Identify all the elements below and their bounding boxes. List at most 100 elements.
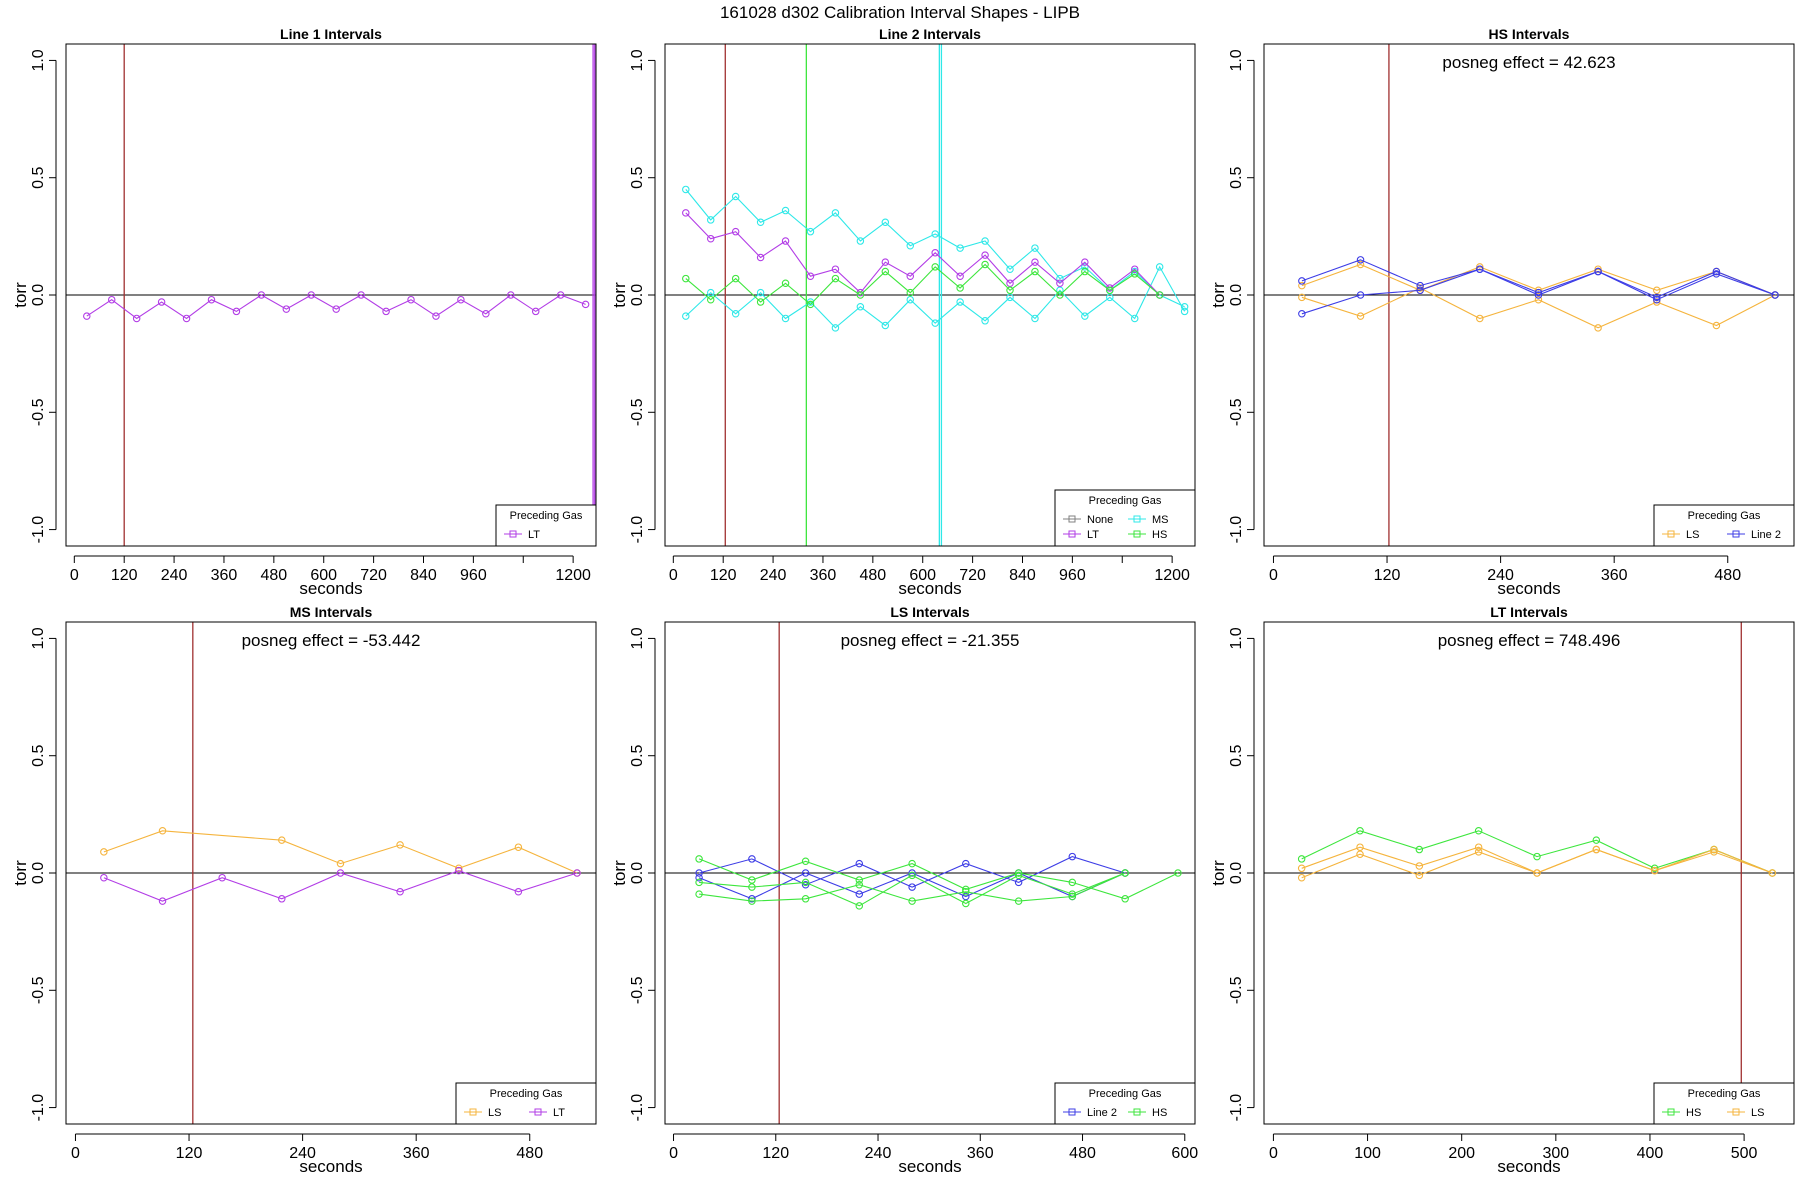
data-point bbox=[100, 873, 108, 882]
x-axis-label: seconds bbox=[299, 579, 362, 598]
legend-swatch-marker bbox=[509, 530, 517, 538]
y-axis-label: torr bbox=[11, 282, 30, 308]
data-point bbox=[573, 869, 581, 877]
x-axis-label: seconds bbox=[898, 579, 961, 598]
x-tick-label: 240 bbox=[865, 1145, 892, 1162]
y-axis-label: torr bbox=[610, 860, 629, 886]
legend-title: Preceding Gas bbox=[1089, 495, 1162, 507]
data-point bbox=[1653, 293, 1661, 302]
legend: Preceding Gas None MS LT HS bbox=[1054, 489, 1196, 547]
data-point bbox=[432, 312, 440, 320]
data-point bbox=[956, 272, 964, 280]
legend-swatch-marker bbox=[1133, 530, 1141, 538]
data-point bbox=[981, 237, 989, 245]
data-point bbox=[1180, 307, 1189, 316]
series-line-line-2 bbox=[698, 872, 1126, 900]
data-point bbox=[781, 314, 790, 323]
data-point bbox=[1356, 843, 1364, 851]
legend-entry-lt: LT bbox=[1087, 529, 1099, 541]
data-point bbox=[1298, 281, 1306, 290]
legend-entry-ms: MS bbox=[1152, 514, 1169, 526]
y-tick-label: 0.0 bbox=[629, 284, 646, 306]
plot-area bbox=[665, 44, 1195, 546]
plot-area bbox=[1264, 44, 1794, 546]
data-point bbox=[881, 321, 890, 330]
data-point bbox=[1712, 270, 1721, 278]
x-tick-label: 120 bbox=[176, 1145, 203, 1162]
data-point bbox=[278, 836, 286, 844]
data-point bbox=[1056, 291, 1064, 299]
y-tick-label: 0.0 bbox=[30, 284, 47, 306]
data-point bbox=[158, 897, 167, 905]
legend-swatch-marker bbox=[1133, 515, 1141, 523]
y-tick-label: -1.0 bbox=[1228, 1094, 1245, 1122]
y-tick-label: -0.5 bbox=[30, 398, 47, 426]
data-point bbox=[682, 274, 690, 283]
x-axis-label: seconds bbox=[1497, 579, 1560, 598]
data-point bbox=[1356, 256, 1365, 264]
data-point bbox=[1592, 845, 1601, 854]
panel-1: Line 1 Intervals 0 120 240 360 480 600 720 840 96… bbox=[11, 26, 597, 598]
x-tick-label: 360 bbox=[1601, 567, 1628, 584]
y-axis-label: torr bbox=[1209, 282, 1228, 308]
data-point bbox=[1650, 866, 1659, 875]
posneg-annotation: posneg effect = -21.355 bbox=[841, 631, 1020, 650]
data-point bbox=[1594, 267, 1602, 276]
data-point bbox=[218, 873, 226, 882]
data-point bbox=[731, 274, 740, 283]
data-point bbox=[1068, 852, 1077, 861]
data-point bbox=[856, 291, 865, 299]
plot-area bbox=[66, 44, 596, 546]
data-point bbox=[831, 209, 840, 217]
legend-box bbox=[1653, 504, 1795, 547]
data-point bbox=[1014, 871, 1023, 880]
data-point bbox=[1130, 265, 1139, 273]
x-tick-label: 240 bbox=[1487, 567, 1514, 584]
data-point bbox=[855, 859, 864, 868]
data-point bbox=[931, 249, 939, 257]
legend-swatch-marker bbox=[1667, 530, 1675, 538]
data-point bbox=[1415, 845, 1424, 854]
data-point bbox=[756, 298, 765, 306]
y-tick-label: 1.0 bbox=[1228, 49, 1245, 71]
legend-swatch-marker bbox=[1732, 530, 1740, 538]
data-point bbox=[906, 241, 915, 250]
x-tick-label: 840 bbox=[1009, 567, 1036, 584]
data-point bbox=[1106, 293, 1114, 302]
x-tick-label: 120 bbox=[762, 1145, 789, 1162]
data-point bbox=[1594, 324, 1602, 332]
data-point bbox=[981, 260, 989, 269]
series-line-line-2 bbox=[1301, 259, 1776, 298]
y-tick-label: 1.0 bbox=[30, 627, 47, 649]
plot-frame bbox=[1263, 621, 1795, 1125]
data-point bbox=[855, 876, 864, 884]
legend: Preceding Gas LS LT bbox=[455, 1082, 597, 1125]
data-point bbox=[1712, 321, 1721, 330]
legend-title: Preceding Gas bbox=[1688, 510, 1761, 522]
data-point bbox=[801, 880, 810, 889]
x-tick-label: 240 bbox=[289, 1145, 316, 1162]
x-tick-label: 480 bbox=[859, 567, 886, 584]
data-point bbox=[1056, 286, 1064, 295]
x-tick-label: 1200 bbox=[1154, 567, 1190, 584]
data-point bbox=[962, 885, 970, 894]
data-point bbox=[748, 897, 756, 905]
y-tick-label: -1.0 bbox=[629, 1094, 646, 1122]
data-point bbox=[856, 302, 865, 311]
x-tick-label: 0 bbox=[669, 567, 678, 584]
data-point bbox=[1006, 279, 1014, 288]
data-point bbox=[748, 895, 756, 903]
data-point bbox=[831, 274, 840, 283]
legend-swatch-marker bbox=[534, 1108, 542, 1116]
y-tick-label: -0.5 bbox=[629, 976, 646, 1004]
data-point bbox=[855, 902, 864, 910]
data-point bbox=[908, 869, 916, 877]
plot-frame bbox=[664, 43, 1196, 547]
plot-area bbox=[66, 622, 596, 1124]
y-tick-label: 0.5 bbox=[30, 744, 47, 766]
data-point bbox=[1533, 869, 1541, 877]
data-point bbox=[1014, 869, 1023, 877]
legend-entry-line-2: Line 2 bbox=[1751, 529, 1781, 541]
y-tick-label: 0.5 bbox=[1228, 166, 1245, 188]
